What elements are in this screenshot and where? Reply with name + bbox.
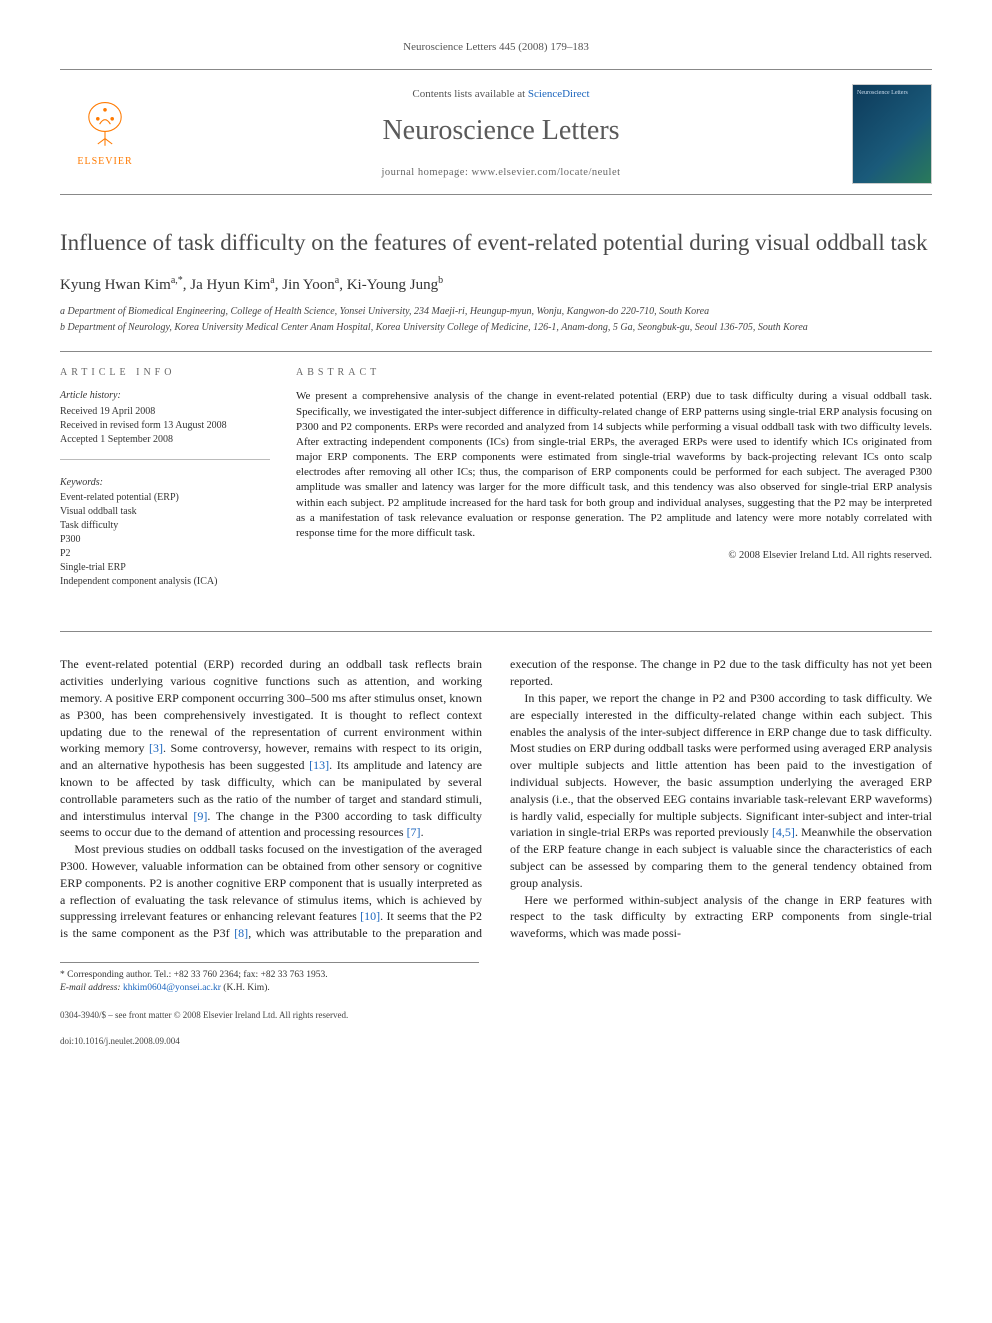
email-suffix: (K.H. Kim). (223, 983, 269, 993)
sciencedirect-link[interactable]: ScienceDirect (528, 88, 590, 100)
affiliation-b: b Department of Neurology, Korea Univers… (60, 321, 932, 335)
keyword-6: Independent component analysis (ICA) (60, 575, 270, 589)
author-2: Jin Yoon (282, 277, 335, 293)
article-info-heading: article info (60, 366, 270, 380)
citation-link[interactable]: [9] (193, 809, 207, 823)
article-history-block: Article history: Received 19 April 2008 … (60, 389, 270, 460)
article-title: Influence of task difficulty on the feat… (60, 229, 932, 258)
citation-link[interactable]: [7] (407, 825, 421, 839)
abstract-column: abstract We present a comprehensive anal… (296, 352, 932, 632)
email-label: E-mail address: (60, 983, 121, 993)
article-info-column: article info Article history: Received 1… (60, 352, 270, 632)
keyword-5: Single-trial ERP (60, 561, 270, 575)
author-1: Ja Hyun Kim (190, 277, 270, 293)
history-head: Article history: (60, 389, 270, 403)
journal-homepage: journal homepage: www.elsevier.com/locat… (150, 166, 852, 180)
keyword-0: Event-related potential (ERP) (60, 491, 270, 505)
rule-top (60, 69, 932, 70)
corresponding-email-link[interactable]: khkim0604@yonsei.ac.kr (123, 983, 221, 993)
citation-link[interactable]: [4,5] (772, 825, 795, 839)
author-2-marks: a (335, 275, 339, 286)
body-text: The event-related potential (ERP) record… (60, 656, 932, 942)
author-0: Kyung Hwan Kim (60, 277, 171, 293)
body-p2: In this paper, we report the change in P… (510, 690, 932, 892)
citation-link[interactable]: [10] (360, 909, 380, 923)
publisher-name: ELSEVIER (77, 155, 132, 169)
history-2: Accepted 1 September 2008 (60, 433, 270, 447)
contents-prefix: Contents lists available at (412, 88, 527, 100)
keywords-block: Keywords: Event-related potential (ERP) … (60, 476, 270, 602)
journal-cover-thumbnail (852, 84, 932, 184)
author-0-marks: a,* (171, 275, 183, 286)
author-1-marks: a (270, 275, 274, 286)
citation-link[interactable]: [3] (149, 741, 163, 755)
publisher-logo: ELSEVIER (60, 89, 150, 179)
history-1: Received in revised form 13 August 2008 (60, 419, 270, 433)
author-3: Ki-Young Jung (347, 277, 438, 293)
journal-title: Neuroscience Letters (150, 112, 852, 150)
corresponding-line: * Corresponding author. Tel.: +82 33 760… (60, 969, 479, 982)
keyword-1: Visual oddball task (60, 505, 270, 519)
author-3-marks: b (438, 275, 443, 286)
info-abstract-container: article info Article history: Received 1… (60, 351, 932, 633)
issn-line: 0304-3940/$ – see front matter © 2008 El… (60, 1009, 932, 1021)
citation-link[interactable]: [8] (234, 926, 248, 940)
masthead: ELSEVIER Contents lists available at Sci… (60, 78, 932, 195)
citation-link[interactable]: [13] (309, 758, 329, 772)
keyword-2: Task difficulty (60, 519, 270, 533)
body-p0: The event-related potential (ERP) record… (60, 656, 482, 841)
doi-line: doi:10.1016/j.neulet.2008.09.004 (60, 1035, 932, 1047)
elsevier-tree-icon (78, 99, 132, 153)
abstract-heading: abstract (296, 366, 932, 380)
keywords-head: Keywords: (60, 476, 270, 490)
keyword-3: P300 (60, 533, 270, 547)
affiliation-a: a Department of Biomedical Engineering, … (60, 305, 932, 319)
body-p3: Here we performed within-subject analysi… (510, 892, 932, 942)
abstract-text: We present a comprehensive analysis of t… (296, 389, 932, 541)
running-head: Neuroscience Letters 445 (2008) 179–183 (60, 40, 932, 55)
abstract-copyright: © 2008 Elsevier Ireland Ltd. All rights … (296, 549, 932, 563)
author-list: Kyung Hwan Kima,*, Ja Hyun Kima, Jin Yoo… (60, 274, 932, 295)
corresponding-footnote: * Corresponding author. Tel.: +82 33 760… (60, 962, 479, 995)
keyword-4: P2 (60, 547, 270, 561)
contents-available-line: Contents lists available at ScienceDirec… (150, 87, 852, 102)
history-0: Received 19 April 2008 (60, 405, 270, 419)
email-line: E-mail address: khkim0604@yonsei.ac.kr (… (60, 982, 479, 995)
masthead-center: Contents lists available at ScienceDirec… (150, 87, 852, 180)
